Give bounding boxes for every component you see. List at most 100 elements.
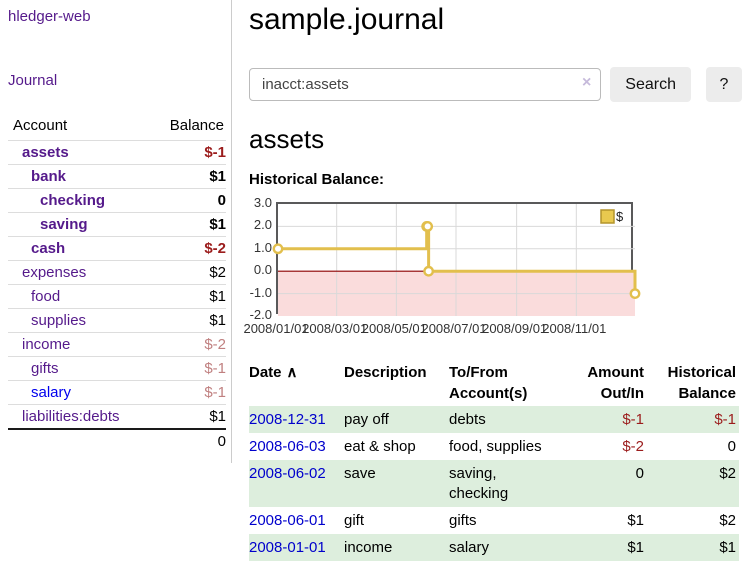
account-row: cash $-2 bbox=[8, 236, 226, 261]
col-balance-line2: Balance bbox=[678, 385, 736, 402]
sidebar-account-link[interactable]: cash bbox=[31, 240, 66, 257]
account-balance: $-1 bbox=[204, 384, 226, 401]
transactions-table: Date ∧ Description To/From Account(s) Amo… bbox=[249, 360, 739, 561]
account-row: saving $1 bbox=[8, 212, 226, 237]
sidebar-item-journal[interactable]: Journal bbox=[8, 72, 58, 89]
col-tofrom-line1: To/From bbox=[449, 364, 508, 381]
sidebar-account-link[interactable]: gifts bbox=[31, 360, 59, 377]
account-balance: $1 bbox=[209, 312, 226, 329]
col-balance-line1: Historical bbox=[667, 364, 736, 381]
accounts-col-account: Account bbox=[13, 117, 68, 134]
x-axis-label: 2008/03/01 bbox=[302, 321, 368, 336]
transaction-accounts: salary bbox=[449, 539, 490, 556]
transaction-balance: $1 bbox=[719, 539, 736, 556]
col-amount[interactable]: Amount Out/In bbox=[579, 360, 654, 406]
transaction-row: 2008-01-01 income salary $1 $1 bbox=[249, 534, 739, 561]
main-content: sample.journal × Search ? assets Histori… bbox=[243, 0, 742, 561]
transaction-balance: 0 bbox=[727, 438, 736, 455]
transaction-row: 2008-06-02 save saving, checking 0 $2 bbox=[249, 460, 739, 507]
transaction-date-link[interactable]: 2008-12-31 bbox=[249, 411, 326, 428]
accounts-total-row: 0 bbox=[8, 429, 226, 453]
app-layout: hledger-web Journal Account Balance asse… bbox=[8, 0, 742, 561]
sidebar-account-link[interactable]: checking bbox=[40, 192, 106, 209]
accounts-col-balance: Balance bbox=[169, 117, 224, 134]
transaction-description: pay off bbox=[344, 411, 389, 428]
account-balance: $-1 bbox=[204, 360, 226, 377]
sidebar-account-link[interactable]: food bbox=[31, 288, 61, 305]
col-date-label: Date bbox=[249, 364, 282, 381]
transaction-accounts: saving, checking bbox=[449, 465, 509, 502]
sidebar-account-link[interactable]: saving bbox=[40, 216, 88, 233]
col-amount-line1: Amount bbox=[587, 364, 644, 381]
sort-asc-icon: ∧ bbox=[286, 364, 298, 381]
clear-search-icon[interactable]: × bbox=[581, 74, 592, 91]
transaction-amount: $1 bbox=[627, 512, 644, 529]
col-tofrom-line2: Account(s) bbox=[449, 385, 528, 402]
col-date[interactable]: Date ∧ bbox=[249, 360, 344, 406]
y-axis-label: 2.0 bbox=[253, 217, 272, 233]
x-axis-label: 2008/11/01 bbox=[542, 321, 607, 336]
accounts-header-row: Account Balance bbox=[8, 113, 226, 141]
col-balance[interactable]: Historical Balance bbox=[654, 360, 739, 406]
col-tofrom[interactable]: To/From Account(s) bbox=[449, 360, 579, 406]
account-balance: $1 bbox=[209, 288, 226, 305]
page-title: sample.journal bbox=[249, 3, 445, 36]
account-balance: $2 bbox=[209, 264, 226, 281]
transaction-date-link[interactable]: 2008-06-02 bbox=[249, 465, 326, 482]
sidebar-account-link[interactable]: supplies bbox=[31, 312, 87, 329]
transaction-amount: $1 bbox=[627, 539, 644, 556]
transaction-accounts: gifts bbox=[449, 512, 477, 529]
account-row: gifts $-1 bbox=[8, 356, 226, 381]
transaction-balance: $-1 bbox=[714, 411, 736, 428]
transaction-amount: 0 bbox=[635, 465, 644, 482]
chart-title: Historical Balance: bbox=[249, 171, 385, 188]
y-axis-label: 0.0 bbox=[253, 262, 272, 278]
balance-chart: 3.0 2.0 1.0 0.0 -1.0 -2.0 $ 2008/01/01 2008/03… bbox=[243, 196, 742, 339]
account-row: supplies $1 bbox=[8, 308, 226, 333]
transaction-date-link[interactable]: 2008-01-01 bbox=[249, 539, 326, 556]
transaction-description: gift bbox=[344, 512, 365, 529]
transaction-accounts: food, supplies bbox=[449, 438, 542, 455]
transaction-date-link[interactable]: 2008-06-01 bbox=[249, 512, 326, 529]
sidebar-account-link[interactable]: bank bbox=[31, 168, 67, 185]
account-balance: $-1 bbox=[204, 144, 226, 161]
x-axis-label: 2008/01/01 bbox=[243, 321, 309, 336]
x-axis-label: 2008/07/01 bbox=[421, 321, 487, 336]
transaction-balance: $2 bbox=[719, 465, 736, 482]
sidebar-account-link[interactable]: expenses bbox=[22, 264, 87, 281]
chart-legend-label: $ bbox=[616, 209, 624, 224]
account-row: bank $1 bbox=[8, 164, 226, 189]
y-axis-label: -2.0 bbox=[249, 307, 272, 322]
x-axis-label: 2008/09/01 bbox=[482, 321, 548, 336]
account-row: liabilities:debts $1 bbox=[8, 404, 226, 430]
account-balance: $-2 bbox=[204, 336, 226, 353]
account-balance: $1 bbox=[209, 408, 226, 425]
transaction-date-link[interactable]: 2008-06-03 bbox=[249, 438, 326, 455]
accounts-table: Account Balance assets $-1 bank $1 checking 0… bbox=[8, 113, 226, 453]
col-amount-line2: Out/In bbox=[600, 385, 644, 402]
app-title-link[interactable]: hledger-web bbox=[8, 8, 91, 25]
sidebar-account-link[interactable]: assets bbox=[22, 144, 69, 161]
search-box: × bbox=[249, 68, 602, 101]
transaction-accounts: debts bbox=[449, 411, 486, 428]
transaction-balance: $2 bbox=[719, 512, 736, 529]
help-button[interactable]: ? bbox=[706, 67, 742, 102]
accounts-total-value: 0 bbox=[217, 433, 226, 450]
sidebar-account-link[interactable]: income bbox=[22, 336, 71, 353]
transaction-description: income bbox=[344, 539, 393, 556]
sidebar-account-link[interactable]: salary bbox=[31, 384, 72, 401]
chart-plot-area: $ bbox=[272, 202, 641, 316]
transaction-description: save bbox=[344, 465, 376, 482]
col-description[interactable]: Description bbox=[344, 360, 449, 406]
account-row: salary $-1 bbox=[8, 380, 226, 405]
chart-y-axis: 3.0 2.0 1.0 0.0 -1.0 -2.0 bbox=[246, 196, 272, 321]
sidebar-account-link[interactable]: liabilities:debts bbox=[22, 408, 120, 425]
search-row: × Search ? bbox=[249, 67, 742, 102]
col-description-label: Description bbox=[344, 364, 427, 381]
account-row: assets $-1 bbox=[8, 140, 226, 165]
y-axis-label: -1.0 bbox=[249, 284, 272, 300]
transaction-row: 2008-12-31 pay off debts $-1 $-1 bbox=[249, 406, 739, 433]
search-button[interactable]: Search bbox=[610, 67, 691, 102]
x-axis-label: 2008/05/01 bbox=[361, 321, 427, 336]
search-input[interactable] bbox=[249, 68, 602, 101]
